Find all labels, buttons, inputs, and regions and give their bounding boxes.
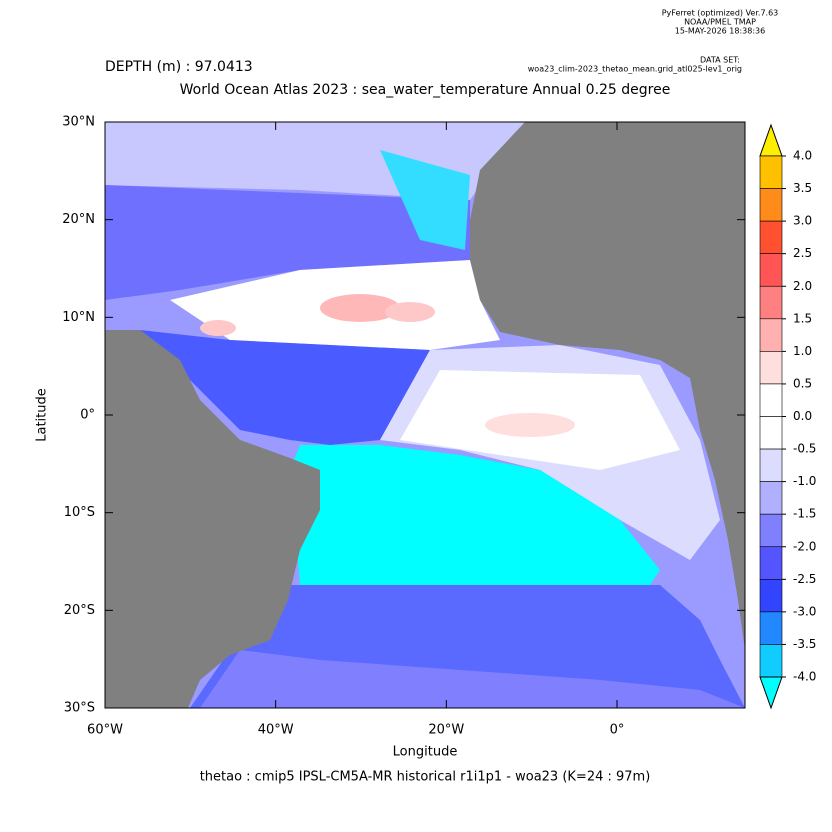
colorbar-extension (759, 123, 783, 157)
colorbar-box (759, 481, 783, 515)
chart-title: World Ocean Atlas 2023 : sea_water_tempe… (180, 82, 671, 98)
field-region (200, 650, 745, 708)
dataset-label: DATA SET: (700, 56, 740, 65)
field-region (140, 330, 430, 445)
colorbar-box (759, 155, 783, 189)
colorbar-label: 3.5 (793, 181, 812, 195)
colorbar-box (759, 546, 783, 580)
y-tick-label: 20°S (64, 603, 95, 618)
field-region (200, 320, 236, 336)
software: PyFerret (optimized) Ver.7.63 (662, 9, 779, 18)
colorbar-box (759, 351, 783, 385)
y-tick-label: 10°N (62, 310, 95, 325)
subtitle: DEPTH (m) : 97.0413 (105, 59, 253, 75)
colorbar-label: -1.5 (793, 507, 816, 521)
y-axis-label: Latitude (35, 388, 50, 442)
x-tick-label: 20°W (428, 723, 464, 738)
colorbar-box (759, 285, 783, 320)
x-tick-label: 0° (610, 723, 625, 738)
field-region (320, 294, 400, 322)
colorbar-box (759, 513, 783, 548)
colorbar-label: 1.0 (793, 344, 812, 358)
caption: thetao : cmip5 IPSL-CM5A-MR historical r… (200, 770, 651, 785)
colorbar-label: 2.5 (793, 246, 812, 260)
field-region (105, 185, 470, 300)
colorbar-label: -1.0 (793, 474, 816, 488)
y-tick-label: 10°S (64, 505, 95, 520)
colorbar-extension (759, 676, 783, 710)
colorbar-label: 1.5 (793, 311, 812, 325)
colorbar-label: 0.0 (793, 409, 812, 423)
colorbar-box (759, 220, 783, 254)
colorbar-box (759, 383, 783, 417)
colorbar-label: -2.0 (793, 539, 816, 553)
colorbar-label: -4.0 (793, 670, 816, 684)
colorbar-box (759, 318, 783, 352)
x-tick-label: 40°W (258, 723, 294, 738)
colorbar-label: 3.0 (793, 214, 812, 228)
colorbar-label: 2.0 (793, 279, 812, 293)
colorbar-label: -0.5 (793, 442, 816, 456)
field-region (485, 413, 575, 437)
colorbar-label: -3.5 (793, 637, 816, 651)
field-region (385, 302, 435, 322)
colorbar-label: 4.0 (793, 149, 812, 163)
colorbar-box (759, 644, 783, 678)
field-region (380, 150, 470, 250)
colorbar-box (759, 253, 783, 287)
colorbar-box (759, 448, 783, 482)
colorbar-box (759, 579, 783, 613)
colorbar-box (759, 611, 783, 645)
africa (470, 122, 745, 650)
south-america (105, 330, 320, 708)
colorbar-label: -2.5 (793, 572, 816, 586)
land (105, 122, 745, 708)
colorbar-label: 0.5 (793, 376, 812, 390)
y-tick-label: 20°N (62, 212, 95, 227)
dataset: woa23_clim-2023_thetao_mean.grid_atl025-… (528, 65, 742, 74)
x-axis-label: Longitude (393, 745, 458, 760)
colorbar-label: -3.0 (793, 604, 816, 618)
organization: NOAA/PMEL TMAP (684, 18, 756, 27)
field-region (290, 445, 660, 585)
y-tick-label: 0° (80, 408, 95, 423)
x-tick-label: 60°W (87, 723, 123, 738)
y-tick-label: 30°N (62, 115, 95, 130)
timestamp: 15-MAY-2026 18:38:36 (675, 27, 765, 36)
colorbar-box (759, 416, 783, 450)
y-tick-label: 30°S (64, 701, 95, 716)
colorbar-box (759, 188, 783, 222)
